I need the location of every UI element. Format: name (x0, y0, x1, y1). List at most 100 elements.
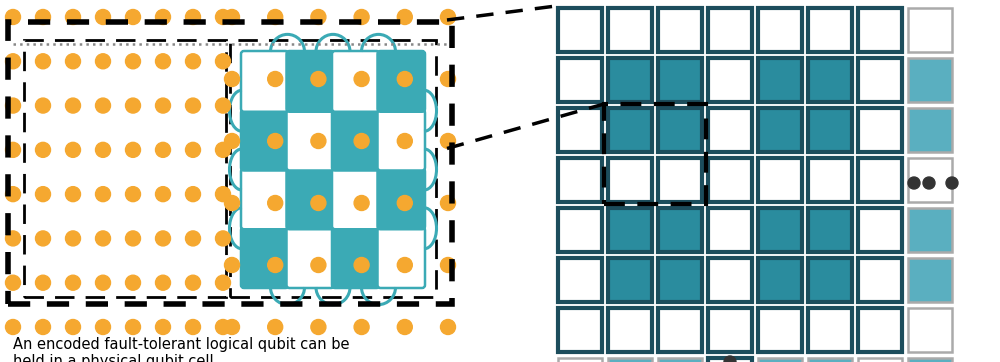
Circle shape (440, 257, 456, 273)
FancyBboxPatch shape (378, 110, 425, 171)
Bar (708, 8, 752, 52)
Circle shape (354, 9, 369, 25)
Circle shape (36, 9, 50, 25)
Circle shape (186, 9, 200, 25)
Circle shape (397, 72, 412, 87)
Circle shape (66, 187, 80, 202)
Circle shape (96, 9, 110, 25)
Circle shape (66, 98, 80, 113)
Circle shape (354, 72, 369, 87)
Circle shape (216, 98, 230, 113)
Circle shape (186, 320, 200, 334)
Circle shape (126, 275, 140, 290)
FancyBboxPatch shape (287, 51, 334, 112)
Circle shape (96, 275, 110, 290)
Bar (908, 58, 952, 102)
Circle shape (440, 9, 456, 25)
Bar (608, 358, 652, 362)
Circle shape (96, 98, 110, 113)
Circle shape (311, 195, 326, 210)
Bar (8, 22, 452, 304)
FancyBboxPatch shape (241, 51, 288, 112)
FancyBboxPatch shape (287, 227, 334, 288)
Circle shape (126, 187, 140, 202)
Circle shape (6, 320, 20, 334)
Circle shape (354, 320, 369, 334)
Bar (558, 8, 602, 52)
Circle shape (6, 142, 20, 157)
Bar (858, 58, 902, 102)
Bar (908, 8, 952, 52)
Bar (558, 108, 602, 152)
FancyBboxPatch shape (332, 227, 380, 288)
Circle shape (186, 54, 200, 69)
Circle shape (66, 142, 80, 157)
FancyBboxPatch shape (332, 51, 380, 112)
Bar (908, 358, 952, 362)
Circle shape (6, 9, 20, 25)
FancyBboxPatch shape (378, 51, 425, 112)
Bar (608, 308, 652, 352)
Circle shape (440, 195, 456, 210)
Bar (858, 8, 902, 52)
Circle shape (224, 72, 240, 87)
Circle shape (268, 9, 283, 25)
Circle shape (6, 98, 20, 113)
Bar (858, 358, 902, 362)
Circle shape (156, 231, 170, 246)
Circle shape (311, 72, 326, 87)
Circle shape (908, 177, 920, 189)
Circle shape (186, 187, 200, 202)
Circle shape (66, 54, 80, 69)
Bar (658, 58, 702, 102)
Bar (558, 158, 602, 202)
Bar (708, 308, 752, 352)
Bar (808, 58, 852, 102)
Bar (758, 208, 802, 252)
Circle shape (66, 9, 80, 25)
FancyBboxPatch shape (241, 110, 288, 171)
Circle shape (216, 275, 230, 290)
Bar (758, 158, 802, 202)
Circle shape (311, 320, 326, 334)
Circle shape (156, 98, 170, 113)
Circle shape (36, 187, 50, 202)
Circle shape (66, 231, 80, 246)
Circle shape (186, 275, 200, 290)
Text: An encoded fault-tolerant logical qubit can be
held in a physical qubit cell: An encoded fault-tolerant logical qubit … (13, 337, 350, 362)
Bar (758, 8, 802, 52)
Bar (808, 158, 852, 202)
Bar (658, 308, 702, 352)
Circle shape (440, 320, 456, 334)
Circle shape (216, 187, 230, 202)
Circle shape (126, 142, 140, 157)
Circle shape (156, 142, 170, 157)
Circle shape (96, 187, 110, 202)
Bar (558, 358, 602, 362)
Circle shape (126, 9, 140, 25)
Circle shape (36, 275, 50, 290)
Bar (708, 158, 752, 202)
Bar (608, 58, 652, 102)
Circle shape (268, 195, 283, 210)
Bar (708, 58, 752, 102)
Circle shape (354, 195, 369, 210)
Circle shape (126, 231, 140, 246)
Bar (608, 8, 652, 52)
Bar (908, 108, 952, 152)
Circle shape (311, 9, 326, 25)
Circle shape (66, 275, 80, 290)
Circle shape (186, 231, 200, 246)
Circle shape (268, 134, 283, 148)
Bar (658, 358, 702, 362)
FancyBboxPatch shape (287, 168, 334, 229)
Circle shape (186, 98, 200, 113)
Circle shape (311, 257, 326, 273)
Circle shape (397, 9, 412, 25)
Bar (808, 8, 852, 52)
Circle shape (224, 134, 240, 148)
Bar (658, 108, 702, 152)
Bar (608, 208, 652, 252)
Bar (708, 108, 752, 152)
Circle shape (311, 134, 326, 148)
